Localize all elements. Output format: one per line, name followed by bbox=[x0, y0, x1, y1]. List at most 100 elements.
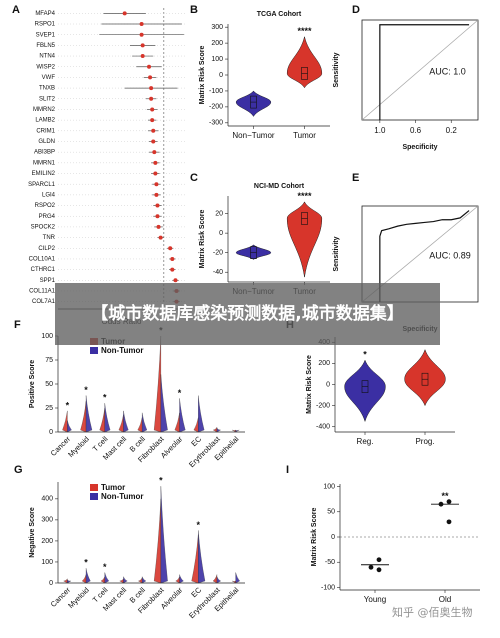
odds-ratio-point bbox=[155, 214, 160, 219]
half-violin bbox=[62, 410, 68, 433]
violin bbox=[286, 201, 323, 278]
significance: **** bbox=[297, 26, 312, 36]
half-violin bbox=[142, 576, 147, 584]
y-tick-label: -100 bbox=[209, 88, 223, 95]
y-tick-label: 300 bbox=[211, 24, 223, 31]
half-violin bbox=[85, 568, 91, 584]
panel-letter: E bbox=[352, 172, 359, 184]
half-violin bbox=[153, 498, 161, 584]
odds-ratio-point bbox=[150, 118, 155, 123]
half-violin bbox=[153, 335, 161, 433]
y-tick-label: 100 bbox=[211, 56, 223, 63]
y-axis-title: Sensitivity bbox=[333, 52, 340, 87]
significance: * bbox=[159, 476, 163, 486]
roc-curve bbox=[379, 210, 470, 302]
gene-label: TNXB bbox=[39, 86, 55, 92]
y-tick-label: 0 bbox=[326, 381, 330, 388]
significance: * bbox=[178, 388, 182, 398]
y-tick-label: 25 bbox=[45, 405, 53, 412]
half-violin bbox=[80, 401, 87, 433]
odds-ratio-point bbox=[151, 139, 156, 144]
y-tick-label: 100 bbox=[323, 483, 335, 490]
y-tick-label: 300 bbox=[41, 517, 53, 524]
half-violin bbox=[67, 579, 71, 584]
half-violin bbox=[123, 576, 128, 584]
gene-label: VWF bbox=[42, 75, 56, 81]
odds-ratio-point bbox=[150, 107, 155, 112]
x-tick-label: EC bbox=[189, 434, 203, 448]
y-tick-label: 20 bbox=[215, 210, 223, 217]
gene-label: COL10A1 bbox=[29, 257, 56, 263]
half-violin bbox=[191, 534, 199, 584]
gene-label: PRG4 bbox=[39, 214, 56, 220]
y-tick-label: 0 bbox=[331, 534, 335, 541]
gene-label: CTHRC1 bbox=[31, 267, 56, 273]
gene-label: EMILIN2 bbox=[32, 171, 56, 177]
x-tick-label: 0.6 bbox=[410, 126, 422, 135]
half-violin bbox=[216, 576, 222, 584]
odds-ratio-point bbox=[154, 182, 159, 187]
legend-label: Non-Tumor bbox=[101, 346, 144, 355]
sample-point bbox=[446, 499, 452, 505]
y-tick-label: 100 bbox=[41, 333, 53, 340]
half-violin bbox=[81, 574, 87, 584]
significance: * bbox=[66, 400, 70, 410]
x-tick-label: 1.0 bbox=[374, 126, 386, 135]
y-tick-label: -50 bbox=[325, 559, 335, 566]
legend-swatch bbox=[90, 493, 98, 500]
half-violin bbox=[85, 395, 93, 433]
half-violin bbox=[216, 427, 221, 433]
gene-label: CILP2 bbox=[38, 246, 55, 252]
odds-ratio-point bbox=[140, 54, 145, 59]
legend-label: Non-Tumor bbox=[101, 492, 144, 501]
gene-label: CRIM1 bbox=[36, 128, 55, 134]
y-tick-label: 400 bbox=[41, 496, 53, 503]
gene-label: ABI3BP bbox=[34, 150, 55, 156]
legend-label: Tumor bbox=[101, 483, 125, 492]
y-axis-title: Matrix Risk Score bbox=[199, 46, 206, 105]
panel-letter: G bbox=[14, 464, 23, 476]
panel-letter: C bbox=[190, 172, 198, 184]
odds-ratio-point bbox=[155, 203, 160, 208]
x-axis-title: Specificity bbox=[402, 144, 437, 151]
sample-point bbox=[446, 519, 452, 525]
gene-label: LAMB2 bbox=[35, 118, 55, 124]
odds-ratio-point bbox=[156, 224, 161, 229]
gene-label: MMRN2 bbox=[33, 107, 56, 113]
significance: * bbox=[103, 562, 107, 572]
gene-label: FBLN5 bbox=[36, 43, 55, 49]
odds-ratio-point bbox=[153, 171, 158, 176]
half-violin bbox=[179, 398, 186, 433]
half-violin bbox=[160, 374, 168, 433]
violin bbox=[286, 36, 323, 89]
panel-letter: I bbox=[286, 464, 289, 476]
half-violin bbox=[99, 407, 105, 433]
odds-ratio-point bbox=[168, 246, 173, 251]
half-violin bbox=[175, 576, 180, 584]
x-tick-label: Tumor bbox=[293, 131, 316, 140]
y-tick-label: 0 bbox=[49, 429, 53, 436]
half-violin bbox=[193, 417, 199, 433]
gene-label: COL7A1 bbox=[32, 299, 56, 305]
odds-ratio-point bbox=[173, 278, 178, 283]
half-violin bbox=[104, 403, 111, 433]
odds-ratio-point bbox=[170, 267, 175, 272]
half-violin bbox=[119, 578, 124, 584]
half-violin bbox=[138, 577, 143, 584]
x-tick-label: Prog. bbox=[415, 437, 434, 446]
half-violin bbox=[104, 572, 110, 584]
gene-label: SLIT2 bbox=[39, 96, 56, 102]
x-tick-label: EC bbox=[189, 585, 203, 599]
chart-title: TCGA Cohort bbox=[257, 11, 302, 18]
y-tick-label: 75 bbox=[45, 357, 53, 364]
x-tick-label: 0.2 bbox=[446, 126, 458, 135]
y-tick-label: 0 bbox=[219, 72, 223, 79]
legend-swatch bbox=[90, 347, 98, 354]
half-violin bbox=[235, 429, 240, 433]
gene-label: GLDN bbox=[38, 139, 55, 145]
gene-label: RSPO1 bbox=[35, 22, 56, 28]
odds-ratio-point bbox=[148, 75, 153, 80]
gene-label: LGI4 bbox=[42, 192, 56, 198]
gene-label: RSPO2 bbox=[35, 203, 56, 209]
